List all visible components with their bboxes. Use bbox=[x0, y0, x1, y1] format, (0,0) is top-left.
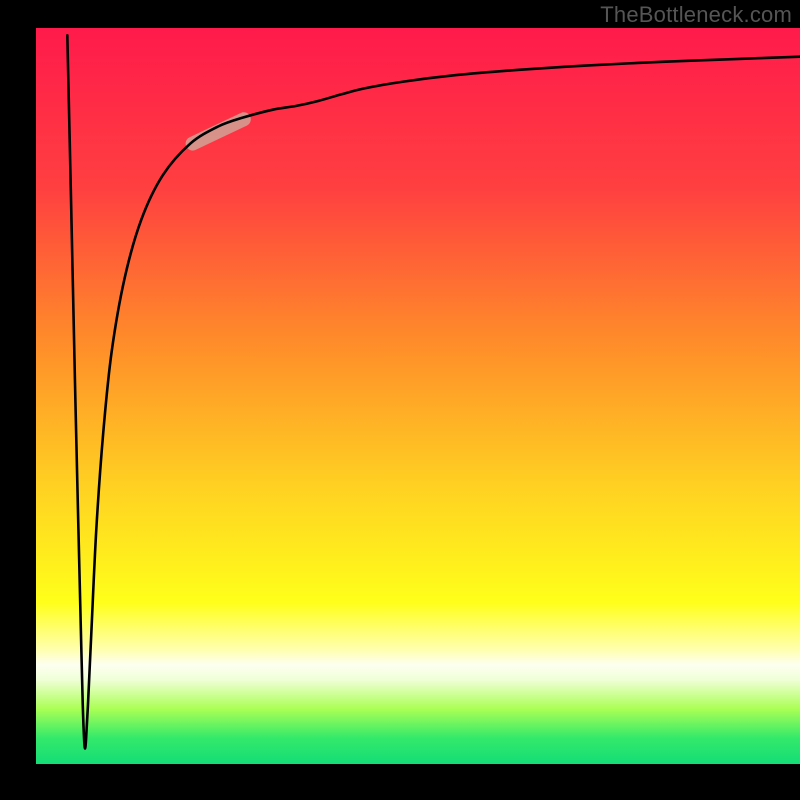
watermark-text: TheBottleneck.com bbox=[600, 2, 792, 28]
highlight-segment bbox=[193, 119, 244, 143]
main-curve bbox=[67, 35, 800, 748]
chart-container: TheBottleneck.com bbox=[0, 0, 800, 800]
chart-curve-layer bbox=[0, 0, 800, 800]
